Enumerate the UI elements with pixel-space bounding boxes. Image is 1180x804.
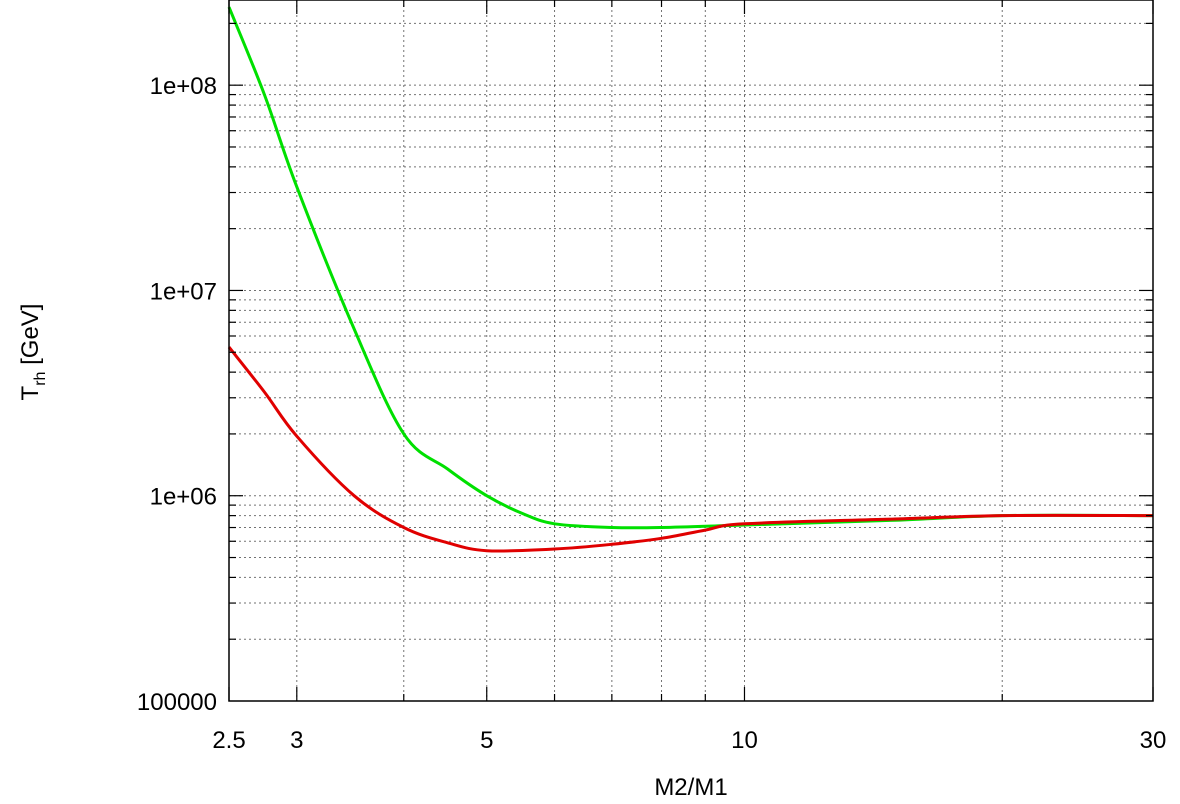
- x-tick-label: 30: [1140, 727, 1167, 754]
- y-axis-label-sub: rh: [32, 372, 49, 386]
- axis-ticks: [228, 0, 1154, 701]
- x-tick-label: 2.5: [212, 727, 245, 754]
- x-tick-label: 5: [480, 727, 493, 754]
- y-axis-label: Trh [GeV]: [17, 304, 49, 401]
- grid: [229, 0, 1153, 701]
- tick-labels: 2.5 3 5 10 30 100000 1e+06 1e+07 1e+08: [137, 73, 1166, 754]
- y-tick-label: 100000: [137, 689, 217, 716]
- series-line-2: [227, 346, 1154, 553]
- x-axis-label: M2/M1: [654, 774, 727, 801]
- plot-frame: [228, 0, 1154, 702]
- y-tick-label: 1e+06: [150, 484, 217, 511]
- y-tick-label: 1e+08: [150, 73, 217, 100]
- series-layer: [227, 6, 1154, 553]
- y-axis-label-tail: [GeV]: [17, 304, 44, 372]
- x-tick-label: 3: [290, 727, 303, 754]
- y-axis-label-main: T: [17, 385, 44, 400]
- x-tick-label: 10: [731, 727, 758, 754]
- y-tick-label: 1e+07: [150, 278, 217, 305]
